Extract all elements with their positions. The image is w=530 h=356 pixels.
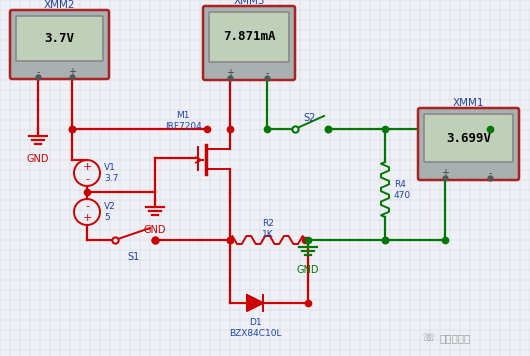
Text: S1: S1 [127,252,139,262]
Text: 3.699V: 3.699V [446,131,491,145]
Text: +: + [68,67,76,77]
Text: GND: GND [144,225,166,235]
Text: 电路一点通: 电路一点通 [439,333,471,343]
Polygon shape [247,295,263,311]
Text: R2
1K: R2 1K [262,219,274,239]
Text: XMM1: XMM1 [453,98,484,108]
FancyBboxPatch shape [16,16,103,61]
Text: -: - [85,201,89,211]
Text: D1
BZX84C10L: D1 BZX84C10L [229,318,281,338]
Text: +: + [226,68,234,78]
Text: XMM3: XMM3 [233,0,265,6]
Text: +: + [82,213,92,223]
Text: -: - [488,168,492,178]
Text: +: + [82,162,92,172]
FancyBboxPatch shape [209,12,289,62]
Text: V2
5: V2 5 [104,202,116,222]
Text: GND: GND [26,154,49,164]
FancyBboxPatch shape [10,10,109,79]
Text: 7.871mA: 7.871mA [223,31,275,43]
Text: -: - [85,174,89,184]
Text: +: + [441,168,449,178]
Text: 3.7V: 3.7V [45,32,75,45]
Text: -: - [265,68,269,78]
Text: ☏: ☏ [421,333,435,343]
Text: -: - [36,67,40,77]
Text: M1
IRF7204: M1 IRF7204 [165,111,201,131]
Text: GND: GND [297,265,319,275]
FancyBboxPatch shape [424,114,513,162]
Text: XMM2: XMM2 [44,0,75,10]
Text: S2: S2 [304,113,316,123]
Text: R4
470: R4 470 [394,180,411,200]
FancyBboxPatch shape [418,108,519,180]
Text: V1
3.7: V1 3.7 [104,163,118,183]
FancyBboxPatch shape [203,6,295,80]
